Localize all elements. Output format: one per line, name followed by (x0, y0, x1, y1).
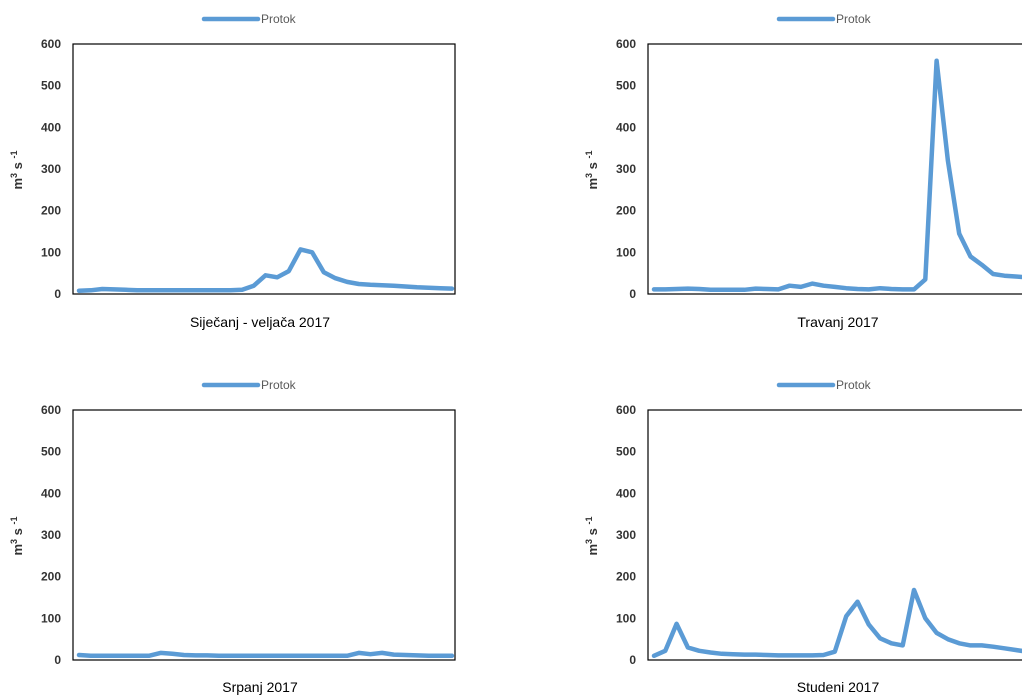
y-tick-label: 0 (629, 287, 636, 301)
y-tick-label: 300 (616, 162, 636, 176)
y-axis-label: m3 s -1 (9, 516, 25, 555)
y-axis-label-part: -1 (584, 150, 594, 158)
y-tick-label: 0 (54, 287, 61, 301)
y-tick-label: 100 (41, 245, 61, 259)
y-tick-label: 400 (616, 120, 636, 134)
series-line-protok (651, 587, 1022, 659)
y-tick-label: 400 (616, 486, 636, 500)
y-axis-label-part: -1 (9, 150, 19, 158)
plot-frame (647, 43, 1022, 295)
chart-panel-4: 0 100 200 300 400 500 600 m3 s -1 Protok Studeni … (584, 378, 1022, 695)
y-tick-label: 200 (41, 204, 61, 218)
legend-label: Protok (836, 378, 872, 392)
y-axis-label: m3 s -1 (584, 150, 600, 189)
y-tick-label: 600 (616, 403, 636, 417)
y-tick-label: 600 (41, 403, 61, 417)
y-axis-label-part: 3 (584, 173, 594, 178)
y-tick-label: 600 (41, 37, 61, 51)
chart-panel-2: 0 100 200 300 400 500 600 m3 s -1 Protok Travanj … (584, 12, 1022, 330)
y-axis-label: m3 s -1 (9, 150, 25, 189)
plot-frame (72, 409, 456, 661)
x-axis-label: Travanj 2017 (797, 314, 878, 330)
y-axis-label-part: m (585, 178, 600, 190)
x-axis-label: Srpanj 2017 (222, 679, 298, 695)
legend-label: Protok (836, 12, 872, 26)
y-tick-label: 500 (41, 79, 61, 93)
chart-panel-3: 0 100 200 300 400 500 600 m3 s -1 Protok Srpanj 2… (9, 378, 456, 695)
y-axis-label-part: s (585, 524, 600, 538)
y-tick-label: 100 (41, 611, 61, 625)
y-axis-label-part: m (10, 544, 25, 556)
y-tick-label: 600 (616, 37, 636, 51)
y-axis-label-part: m (585, 544, 600, 556)
y-axis-label: m3 s -1 (584, 516, 600, 555)
y-tick-label: 500 (616, 445, 636, 459)
x-axis-label: Studeni 2017 (797, 679, 880, 695)
y-axis-label-part: -1 (584, 516, 594, 524)
legend: Protok (776, 12, 872, 26)
y-tick-label: 500 (41, 445, 61, 459)
series-line-protok (76, 650, 455, 659)
y-tick-label: 0 (629, 653, 636, 667)
plot-frame (72, 43, 456, 295)
y-axis-label-part: 3 (584, 539, 594, 544)
legend: Protok (776, 378, 872, 392)
y-tick-label: 300 (41, 528, 61, 542)
y-tick-label: 0 (54, 653, 61, 667)
legend-label: Protok (261, 12, 297, 26)
y-tick-label: 100 (616, 245, 636, 259)
y-tick-label: 200 (616, 570, 636, 584)
series-line-protok (76, 247, 455, 293)
y-axis-label-part: s (10, 158, 25, 172)
legend-label: Protok (261, 378, 297, 392)
y-axis-label-part: s (10, 524, 25, 538)
y-tick-label: 400 (41, 120, 61, 134)
y-tick-label: 500 (616, 79, 636, 93)
x-axis-label: Siječanj - veljača 2017 (190, 314, 330, 330)
y-tick-label: 100 (616, 611, 636, 625)
y-tick-label: 400 (41, 486, 61, 500)
y-axis-label-part: 3 (9, 539, 19, 544)
plot-frame (647, 409, 1022, 661)
y-axis-label-part: -1 (9, 516, 19, 524)
y-axis-label-part: 3 (9, 173, 19, 178)
y-tick-label: 200 (41, 570, 61, 584)
chart-panel-1: 0 100 200 300 400 500 600 m3 s -1 Protok Siječanj… (9, 12, 456, 330)
y-axis-label-part: s (585, 158, 600, 172)
y-tick-label: 200 (616, 204, 636, 218)
legend: Protok (201, 378, 297, 392)
y-axis-label-part: m (10, 178, 25, 190)
y-tick-label: 300 (41, 162, 61, 176)
legend: Protok (201, 12, 297, 26)
y-tick-label: 300 (616, 528, 636, 542)
series-line-protok (651, 58, 1022, 293)
